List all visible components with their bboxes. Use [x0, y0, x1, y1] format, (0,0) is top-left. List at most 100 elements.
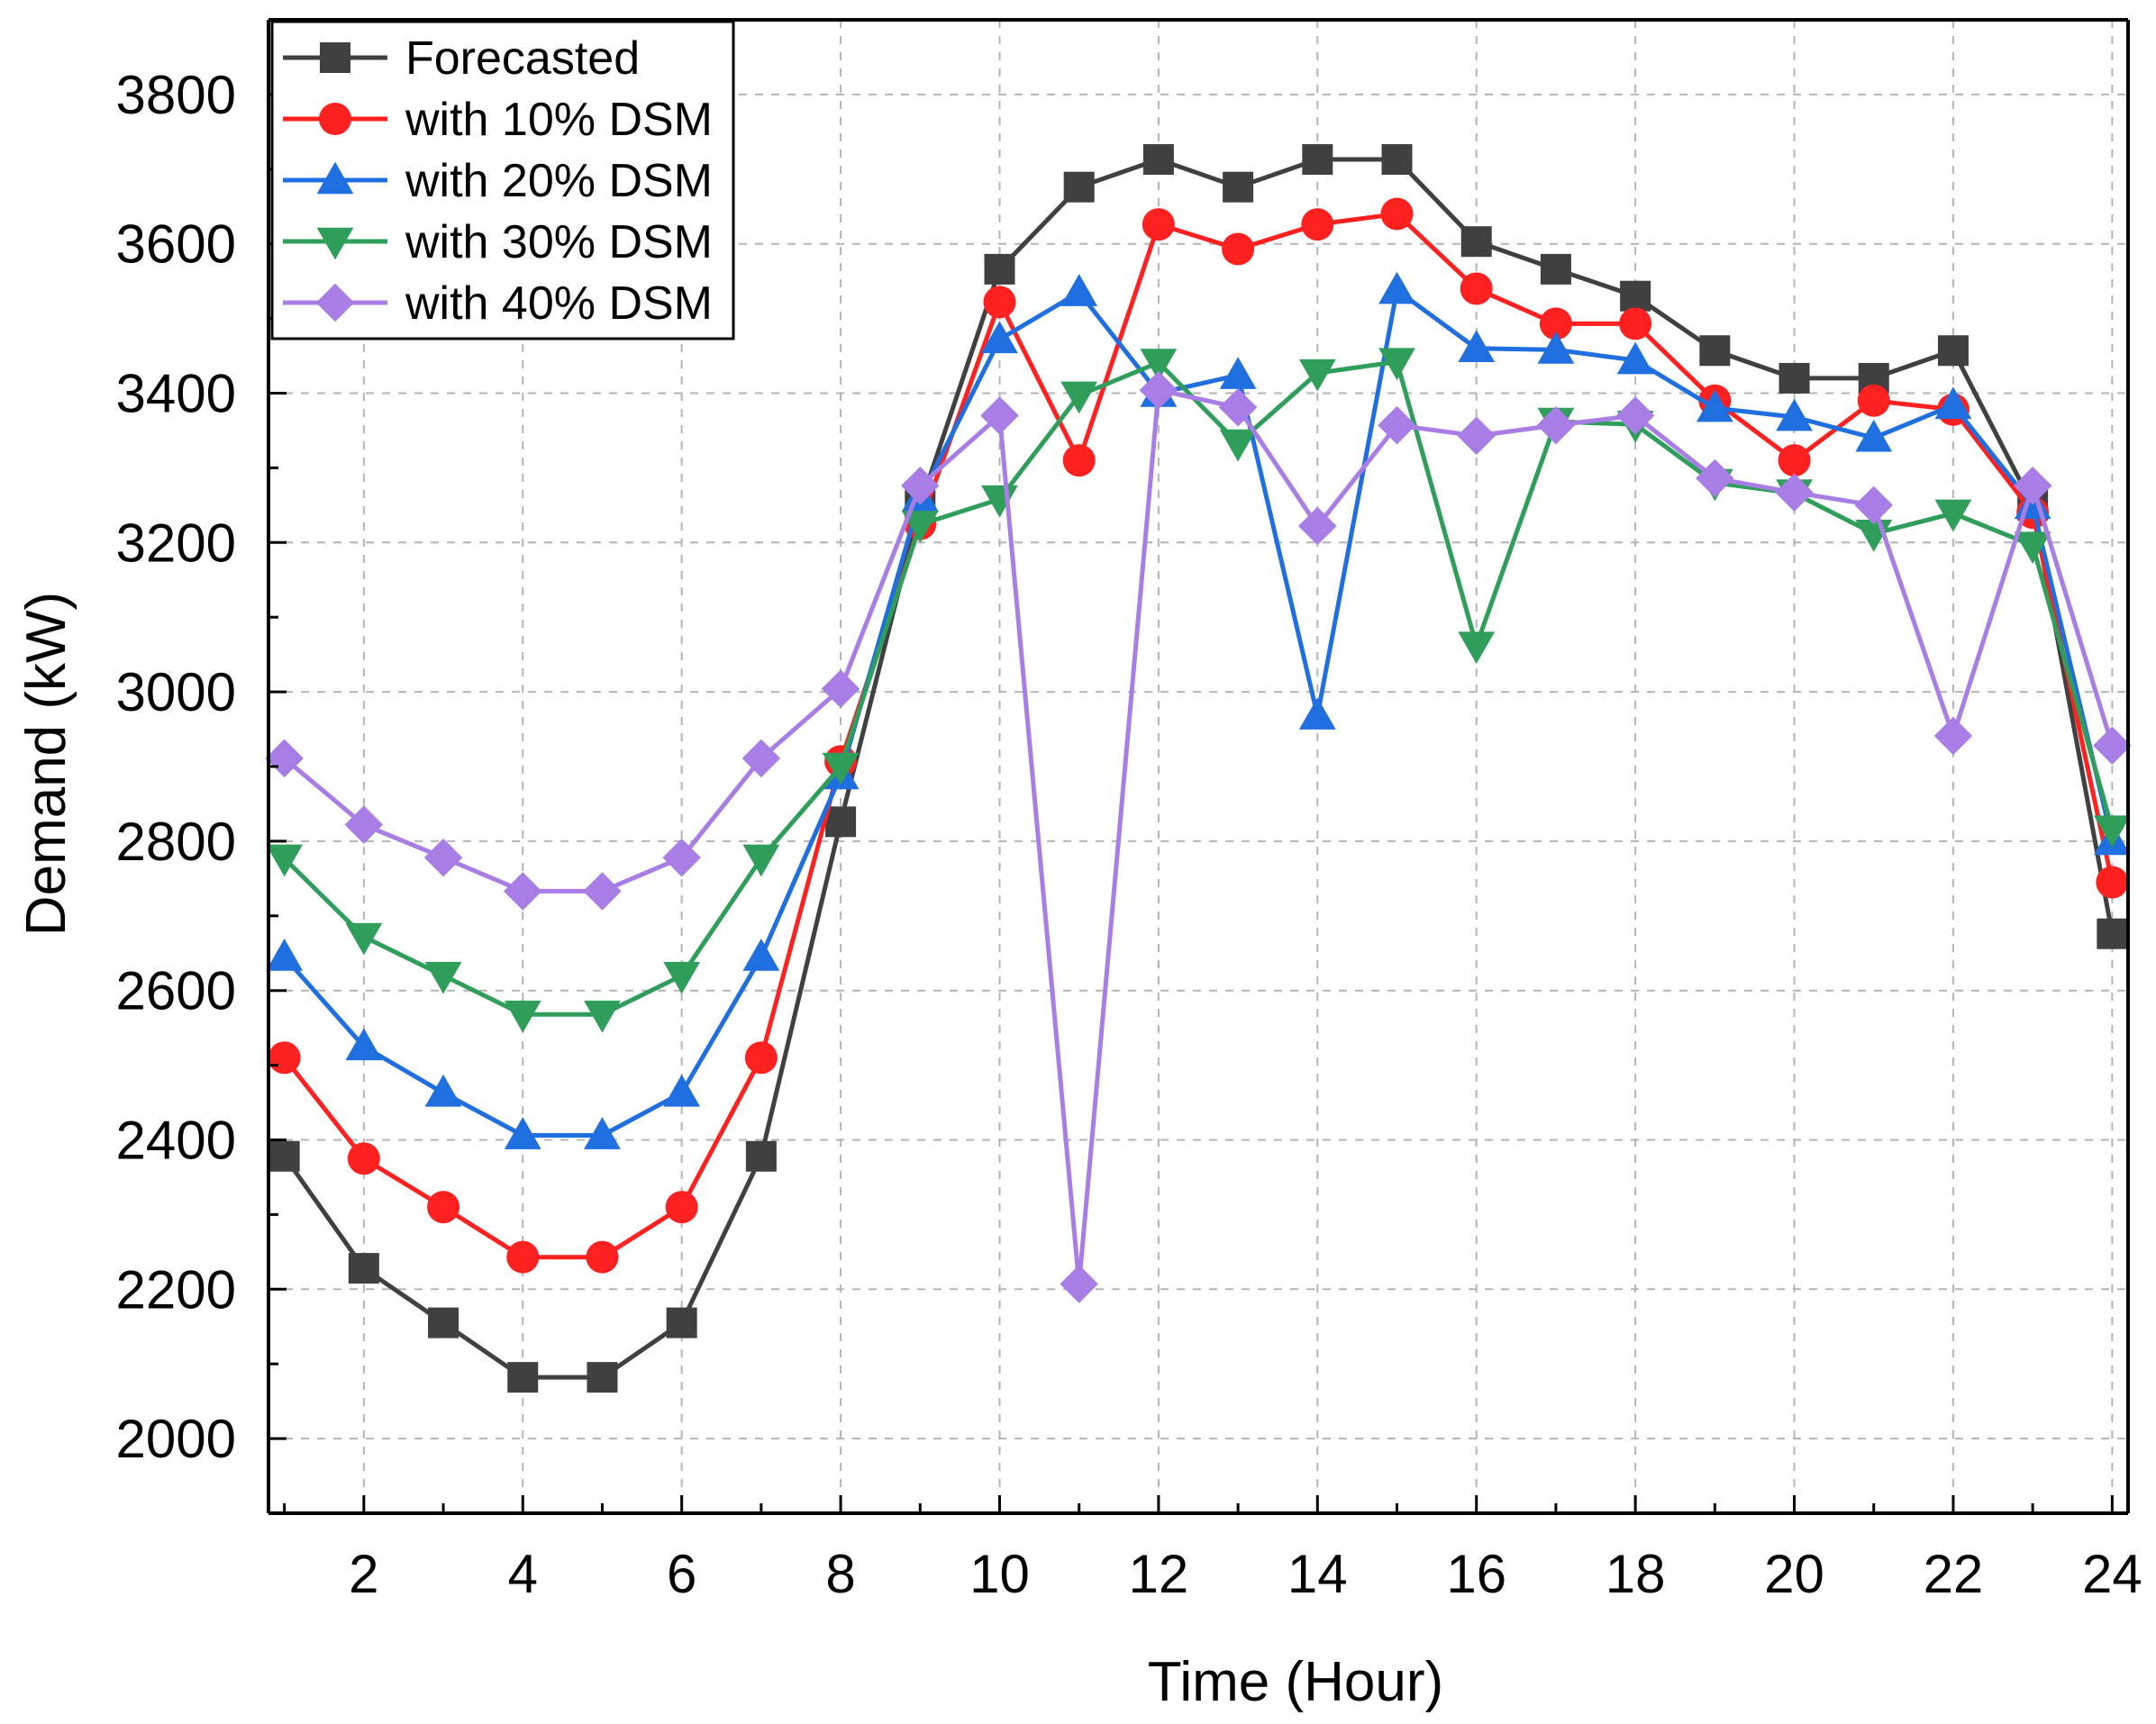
- data-point: [2093, 815, 2131, 848]
- data-point: [1776, 398, 1813, 431]
- x-tick-label: 6: [667, 1544, 696, 1604]
- data-point: [348, 1253, 379, 1284]
- y-tick-label: 2000: [116, 1409, 236, 1469]
- data-point: [984, 253, 1015, 285]
- x-axis-title: Time (Hour): [1148, 1651, 1443, 1713]
- data-point: [347, 1142, 380, 1175]
- data-point: [1380, 197, 1414, 231]
- data-point: [1778, 362, 1810, 394]
- legend: Forecasted with 10% DSM with 20% DSM with 3…: [270, 20, 735, 340]
- x-tick-label: 20: [1764, 1544, 1824, 1604]
- legend-marker: [316, 227, 354, 260]
- legend-label: with 10% DSM: [405, 94, 713, 146]
- data-point: [424, 1074, 462, 1107]
- data-point: [428, 1307, 459, 1338]
- data-point: [345, 1028, 383, 1061]
- data-point: [584, 1000, 621, 1033]
- data-point: [742, 938, 780, 971]
- data-point: [1536, 405, 1576, 445]
- legend-label: Forecasted: [405, 32, 640, 85]
- data-point: [1060, 1265, 1098, 1303]
- series-layer: [265, 144, 2132, 1393]
- x-tick-label: 8: [825, 1544, 855, 1604]
- data-point: [1537, 331, 1575, 364]
- legend-label: with 40% DSM: [405, 277, 713, 330]
- data-point: [504, 1000, 541, 1033]
- data-point: [266, 938, 304, 971]
- data-point: [1139, 370, 1178, 410]
- data-point: [427, 1191, 460, 1224]
- legend-item: with 40% DSM: [283, 277, 713, 330]
- data-point: [265, 739, 304, 778]
- data-point: [1298, 697, 1336, 730]
- y-tick-label: 3000: [116, 662, 236, 722]
- data-point: [1934, 386, 1972, 420]
- y-tick-label: 2400: [116, 1111, 236, 1171]
- legend-marker: [316, 161, 354, 195]
- data-point: [663, 961, 701, 994]
- legend-label: with 30% DSM: [405, 216, 713, 268]
- data-point: [2014, 531, 2051, 565]
- data-point: [742, 844, 780, 877]
- data-point: [1222, 232, 1255, 266]
- data-point: [980, 396, 1019, 435]
- data-point: [1223, 171, 1254, 203]
- data-point: [981, 321, 1018, 354]
- data-point: [1539, 307, 1572, 340]
- data-point: [662, 838, 701, 877]
- data-point: [1855, 419, 1893, 452]
- axes: 2 4 6 8 10 12 14 16 18 20 22 2420002200240026002800…: [116, 18, 2142, 1604]
- data-point: [1302, 144, 1333, 176]
- data-point: [1140, 349, 1178, 381]
- series-line: [282, 287, 2115, 1138]
- data-point: [666, 1307, 697, 1338]
- data-point: [1060, 274, 1098, 306]
- legend-item: Forecasted: [283, 32, 640, 85]
- data-point: [583, 872, 622, 911]
- data-point: [745, 1140, 777, 1172]
- data-point: [507, 1362, 539, 1393]
- x-tick-label: 12: [1129, 1544, 1189, 1604]
- x-tick-label: 22: [1924, 1544, 1984, 1604]
- data-point: [344, 805, 384, 844]
- data-point: [423, 838, 463, 877]
- data-point: [2093, 726, 2132, 766]
- x-tick-label: 14: [1287, 1544, 1348, 1604]
- data-point: [1460, 272, 1493, 305]
- data-point: [587, 1362, 618, 1393]
- y-tick-label: 3400: [116, 364, 236, 424]
- series-2: [268, 197, 2129, 1274]
- data-point: [586, 1240, 619, 1274]
- y-tick-label: 2200: [116, 1259, 236, 1320]
- data-point: [1219, 357, 1257, 389]
- data-point: [1060, 381, 1098, 414]
- data-point: [1142, 208, 1175, 241]
- legend-marker: [319, 103, 351, 135]
- data-point: [1460, 226, 1492, 258]
- data-point: [901, 467, 940, 505]
- data-point: [1857, 384, 1890, 417]
- data-point: [345, 922, 383, 956]
- series-4: [266, 348, 2131, 1033]
- data-point: [1699, 335, 1731, 367]
- legend-item: with 30% DSM: [283, 216, 713, 268]
- x-tick-label: 2: [349, 1544, 378, 1604]
- data-point: [665, 1191, 698, 1224]
- series-line: [282, 212, 2115, 1260]
- data-point: [1298, 358, 1336, 392]
- data-point: [1378, 348, 1415, 381]
- data-point: [741, 739, 781, 778]
- data-point: [1540, 253, 1571, 285]
- data-point: [901, 511, 939, 543]
- data-point: [1378, 271, 1415, 304]
- y-tick-label: 3800: [116, 65, 236, 125]
- data-point: [822, 752, 860, 785]
- legend-marker: [320, 42, 350, 73]
- data-point: [506, 1240, 540, 1274]
- data-point: [663, 1074, 701, 1107]
- data-point: [744, 1041, 778, 1075]
- data-point: [1934, 499, 1972, 532]
- data-point: [1615, 396, 1655, 435]
- data-point: [983, 286, 1016, 319]
